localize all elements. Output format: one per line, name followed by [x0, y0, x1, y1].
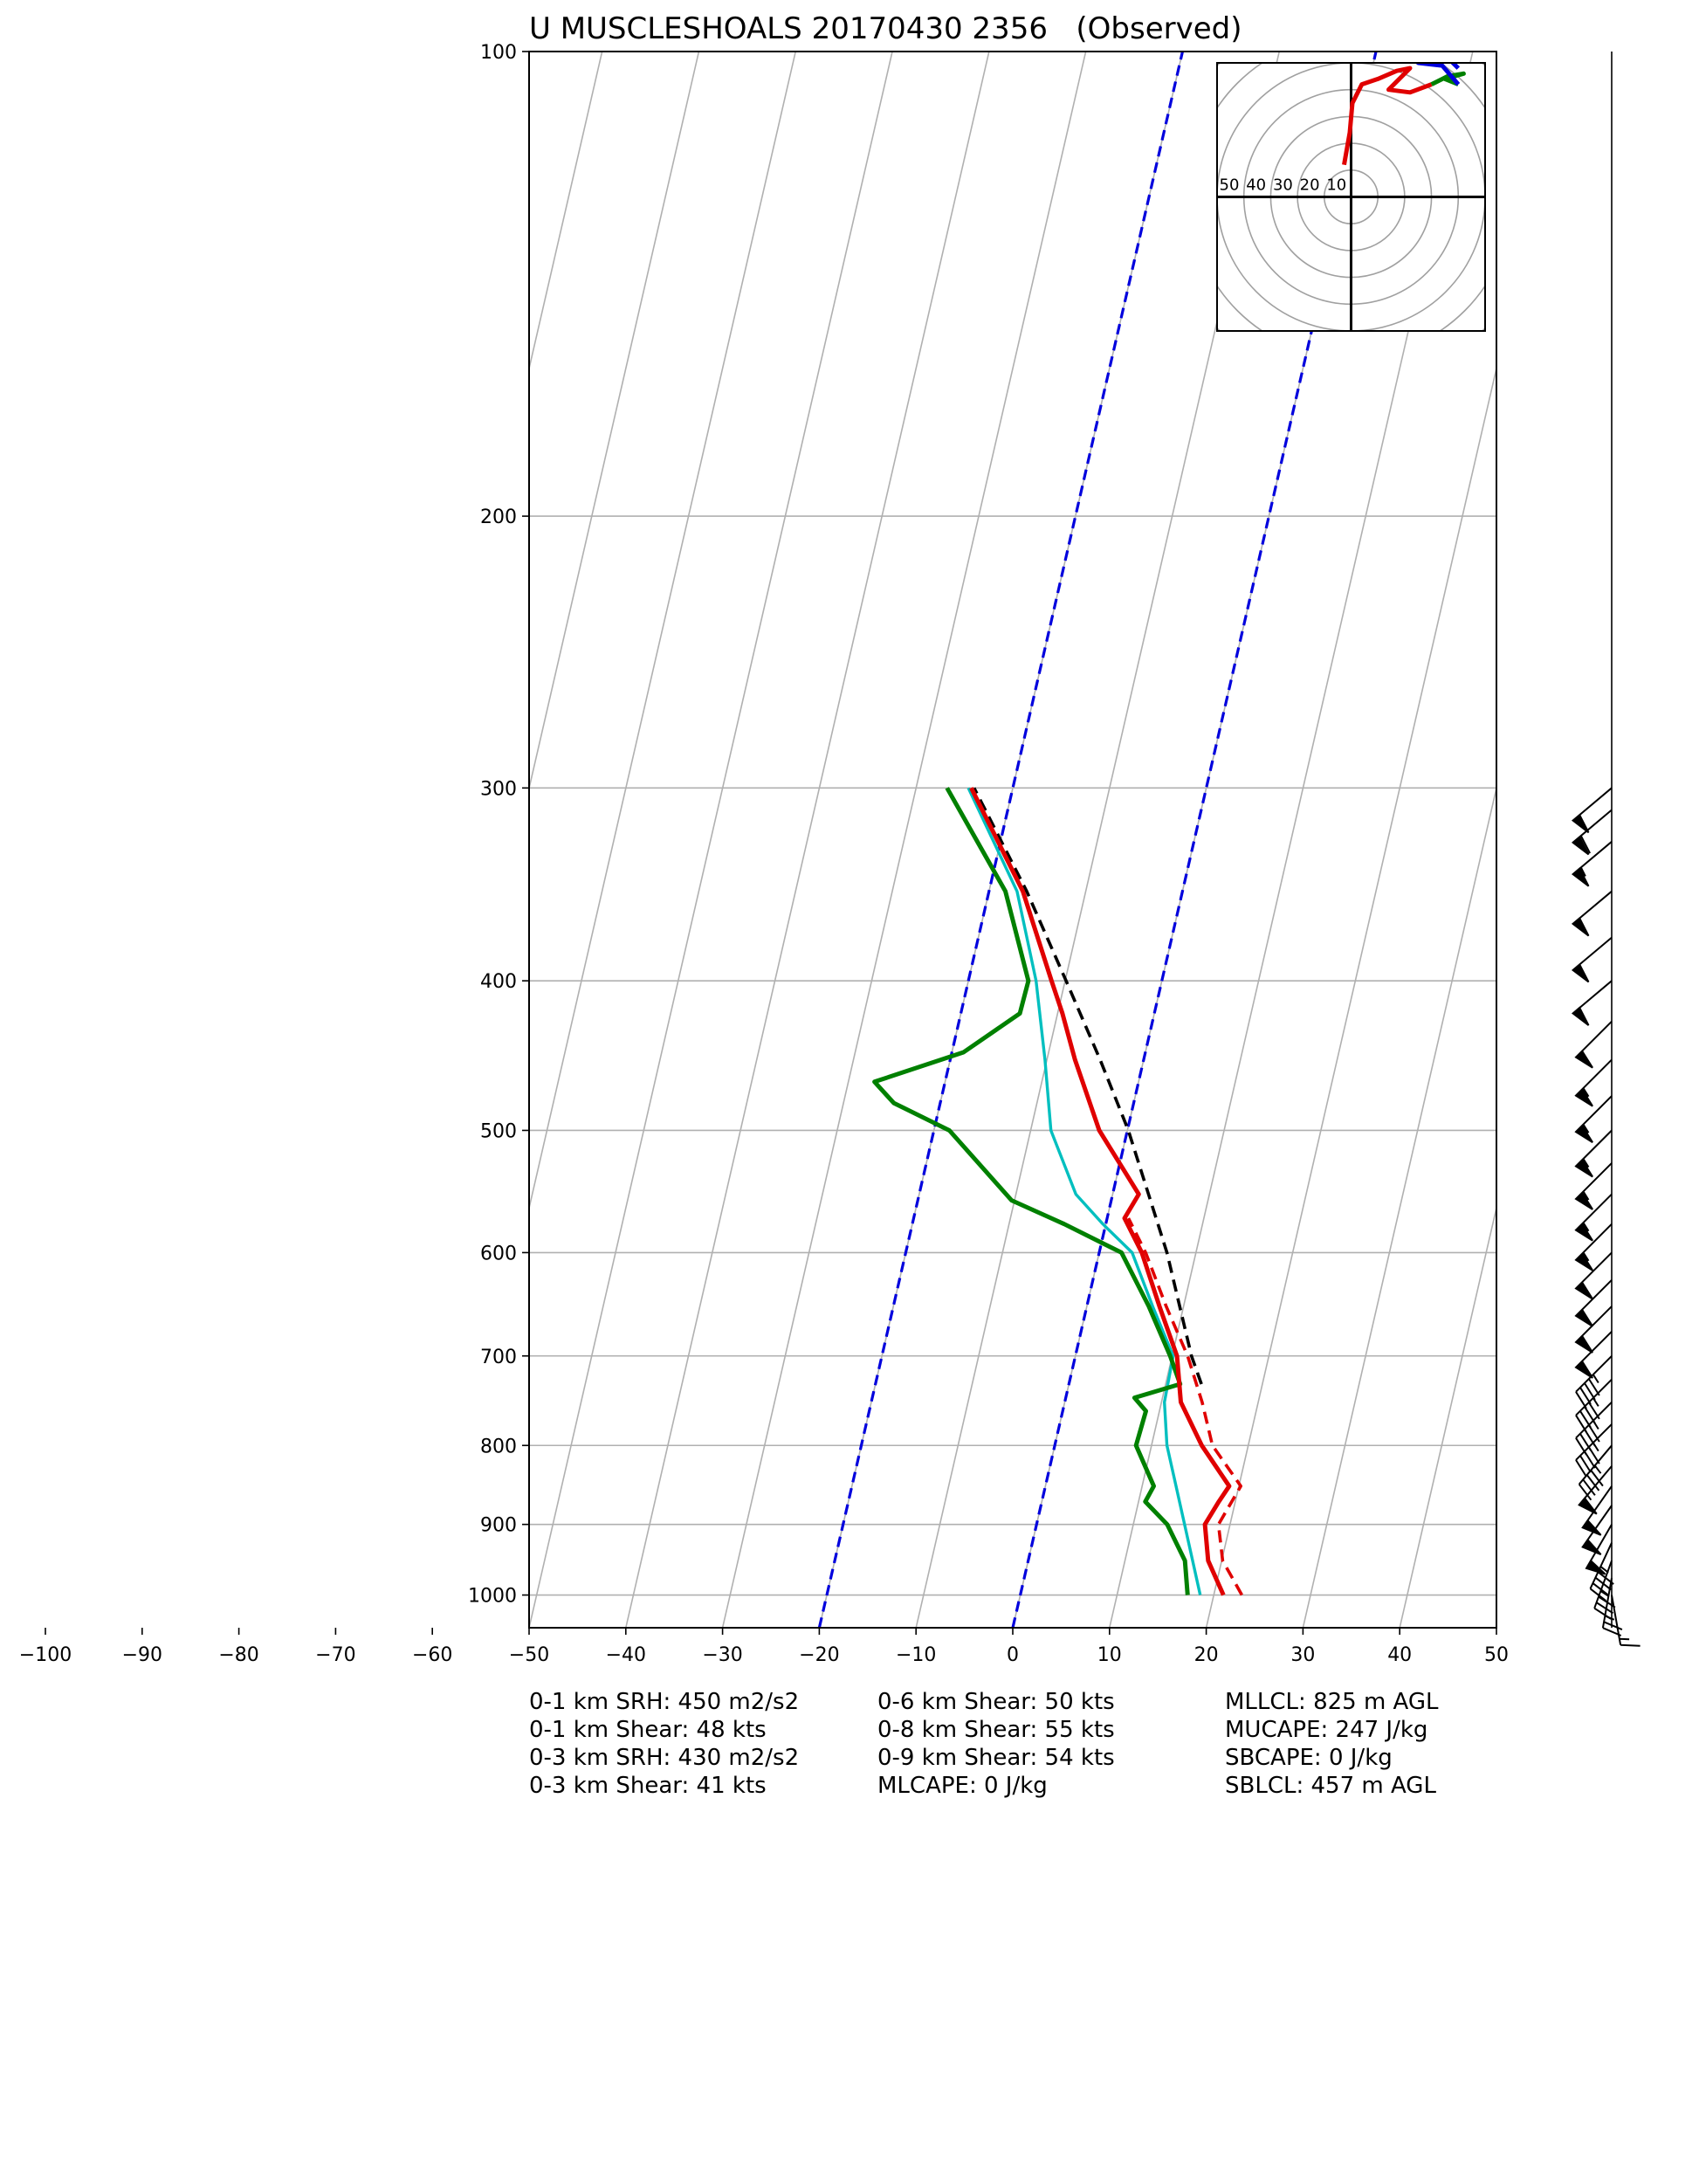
wind-barb: [1572, 841, 1613, 887]
hodograph-trace: [1342, 65, 1433, 166]
wind-barb: [1571, 809, 1613, 856]
stat-line: MLCAPE: 0 J/kg: [877, 1773, 1048, 1799]
stat-line: MLLCL: 825 m AGL: [1225, 1689, 1439, 1715]
hodograph-ring-label: 40: [1246, 176, 1266, 195]
profile-layer: [872, 787, 1243, 1596]
x-tick-label: −30: [702, 1644, 742, 1666]
y-tick-label: 700: [480, 1347, 517, 1368]
hodograph-ring-label: 20: [1300, 176, 1320, 195]
x-tick-label: 40: [1387, 1644, 1412, 1666]
hodograph-ring-label: 30: [1273, 176, 1293, 195]
x-tick-label: 30: [1290, 1644, 1315, 1666]
hodograph-ring-label: 50: [1220, 176, 1240, 195]
wind-barb: [1572, 980, 1613, 1026]
x-tick-label: 50: [1484, 1644, 1509, 1666]
profile-line: [966, 787, 1202, 1595]
isotherm-grid-line: [529, 52, 603, 372]
hodograph-frame: [1216, 62, 1486, 332]
y-tick-label: 100: [480, 42, 517, 64]
stat-line: 0-3 km SRH: 430 m2/s2: [529, 1745, 799, 1771]
hodograph-ring-label: 10: [1326, 176, 1346, 195]
wind-barb: [1574, 1193, 1613, 1242]
wind-barb: [1575, 1423, 1613, 1478]
hodograph: 50 40 30 20 10: [1217, 63, 1485, 331]
x-tick-label: −60: [412, 1644, 452, 1666]
wind-barb: [1572, 787, 1613, 834]
y-tick-label: 400: [480, 971, 517, 993]
x-tick-label: −90: [122, 1644, 162, 1666]
stat-line: SBCAPE: 0 J/kg: [1225, 1745, 1393, 1771]
wind-barb: [1581, 1485, 1613, 1536]
x-tick-label: −100: [19, 1644, 72, 1666]
stat-line: SBLCL: 457 m AGL: [1225, 1773, 1436, 1799]
profile-line: [969, 787, 1232, 1596]
wind-barb: [1575, 1355, 1613, 1409]
stat-line: 0-3 km Shear: 41 kts: [529, 1773, 767, 1799]
isotherm-grid-line: [1205, 365, 1496, 1628]
stat-line: 0-9 km Shear: 54 kts: [877, 1745, 1115, 1771]
y-tick-label: 1000: [468, 1586, 517, 1608]
stat-line: 0-1 km Shear: 48 kts: [529, 1717, 767, 1743]
y-tick-label: 900: [480, 1515, 517, 1537]
wind-barb: [1574, 1095, 1613, 1143]
wind-barb: [1581, 1505, 1613, 1556]
profile-line: [973, 787, 1203, 1385]
highlight-isotherm: [817, 52, 1185, 1628]
stat-line: MUCAPE: 247 J/kg: [1225, 1717, 1427, 1743]
wind-barb: [1574, 1306, 1613, 1354]
stat-line: 0-6 km Shear: 50 kts: [877, 1689, 1115, 1715]
stat-line: 0-8 km Shear: 55 kts: [877, 1717, 1115, 1743]
hodograph-trace: [1430, 71, 1466, 86]
x-tick-label: −80: [218, 1644, 258, 1666]
wind-barb: [1574, 1162, 1613, 1210]
x-tick-label: −70: [315, 1644, 355, 1666]
isotherm-grid-line: [721, 52, 1087, 1628]
isotherm-grid-line: [529, 52, 893, 1628]
chart-title: U MUSCLESHOALS 20170430 2356 (Observed): [529, 11, 1242, 46]
wind-barb: [1574, 1279, 1613, 1327]
y-tick-label: 500: [480, 1120, 517, 1142]
wind-barb: [1574, 1251, 1613, 1300]
wind-barb: [1572, 890, 1613, 937]
x-tick-label: 0: [1007, 1644, 1019, 1666]
isotherm-grid-line: [625, 52, 990, 1628]
wind-barb: [1574, 1020, 1613, 1069]
isotherm-grid-line: [529, 52, 700, 792]
isotherm-grid-line: [529, 52, 797, 1211]
x-tick-label: −10: [896, 1644, 936, 1666]
axes-layer: −100 −90 −80 −70 −60 −50 −40 −30 −20 −10 0 10 20 30 40…: [19, 42, 1509, 1666]
y-tick-label: 300: [480, 778, 517, 800]
wind-barb: [1578, 1444, 1613, 1501]
wind-barb: [1611, 1595, 1641, 1647]
stat-line: 0-1 km SRH: 450 m2/s2: [529, 1689, 799, 1715]
hodograph-trace: [1415, 63, 1461, 86]
wind-barb: [1574, 1331, 1613, 1379]
wind-barb: [1585, 1524, 1613, 1575]
x-tick-label: −40: [606, 1644, 646, 1666]
wind-barb: [1589, 1542, 1614, 1602]
stats-block: 0-1 km SRH: 450 m2/s20-1 km Shear: 48 kt…: [529, 1689, 1439, 1799]
x-tick-label: −50: [509, 1644, 549, 1666]
wind-barb: [1571, 936, 1613, 983]
x-tick-label: 10: [1097, 1644, 1122, 1666]
y-tick-label: 200: [480, 506, 517, 528]
profile-line: [872, 787, 1190, 1595]
isotherm-grid-line: [1399, 1204, 1496, 1628]
wind-barbs: [1571, 787, 1641, 1647]
y-tick-label: 800: [480, 1436, 517, 1457]
x-tick-label: 20: [1194, 1644, 1219, 1666]
y-tick-label: 600: [480, 1243, 517, 1264]
wind-barb: [1574, 1223, 1613, 1271]
isotherm-grid-line: [1302, 785, 1496, 1628]
wind-barb: [1574, 1129, 1613, 1178]
wind-barb: [1574, 1058, 1613, 1107]
x-tick-label: −20: [799, 1644, 839, 1666]
